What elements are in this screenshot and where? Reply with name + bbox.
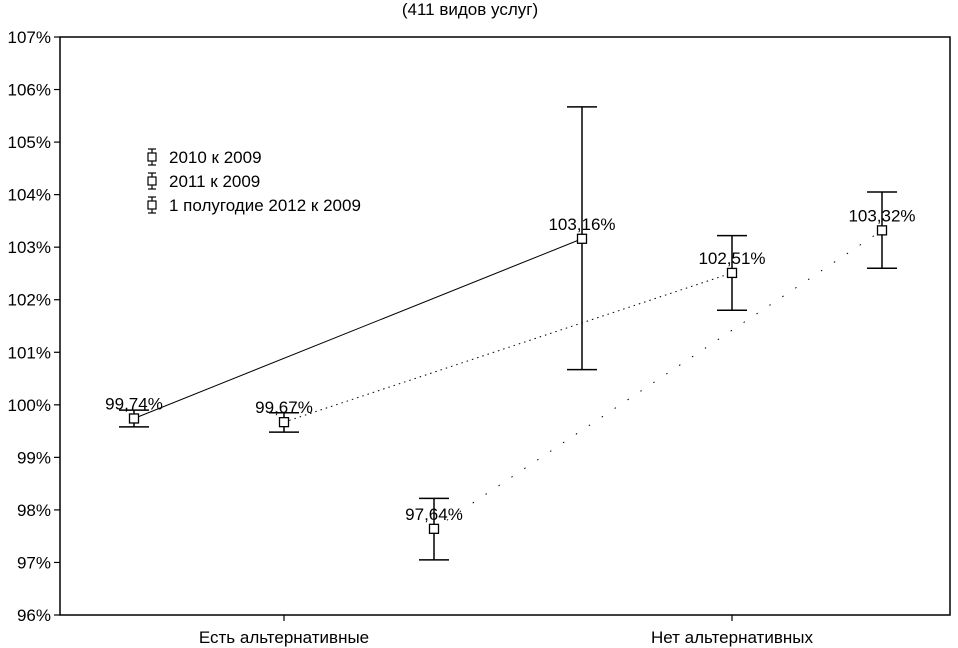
- legend-marker-icon: [147, 176, 157, 186]
- y-tick-label: 106%: [8, 81, 51, 100]
- y-tick-label: 96%: [17, 606, 51, 625]
- legend-label: 2011 к 2009: [169, 172, 260, 191]
- series-lines: [133, 229, 883, 530]
- y-tick-label: 99%: [17, 448, 51, 467]
- data-points: [128, 225, 888, 534]
- x-category-label: Нет альтернативных: [651, 628, 813, 647]
- y-tick-label: 100%: [8, 396, 51, 415]
- legend-label: 2010 к 2009: [169, 148, 262, 167]
- legend-marker-icon: [147, 152, 157, 162]
- data-point-marker: [876, 225, 888, 236]
- data-point-marker: [428, 523, 440, 534]
- legend: 2010 к 2009 2011 к 2009 1 полугодие 2012 к…: [147, 148, 361, 215]
- chart-subtitle: (411 видов услуг): [402, 0, 538, 19]
- y-tick-label: 102%: [8, 291, 51, 310]
- data-label: 102,51%: [698, 249, 765, 268]
- x-category-label: Есть альтернативные: [199, 628, 369, 647]
- data-label: 103,16%: [548, 215, 615, 234]
- y-tick-label: 104%: [8, 186, 51, 205]
- series-line: [433, 229, 883, 530]
- data-label: 99,74%: [105, 394, 163, 413]
- y-tick-label: 98%: [17, 501, 51, 520]
- legend-label: 1 полугодие 2012 к 2009: [169, 196, 361, 215]
- y-tick-label: 97%: [17, 553, 51, 572]
- y-tick-label: 103%: [8, 238, 51, 257]
- data-point-marker: [576, 233, 588, 244]
- data-point-marker: [128, 413, 140, 424]
- axes: 96% 97% 98% 99% 100% 101% 102% 103% 104% 105% 106%…: [8, 28, 951, 647]
- series-line: [133, 238, 583, 419]
- data-label: 97,64%: [405, 505, 463, 524]
- data-label: 103,32%: [848, 206, 915, 225]
- legend-marker-icon: [147, 200, 157, 210]
- plot-frame: [59, 36, 951, 616]
- y-tick-label: 107%: [8, 28, 51, 47]
- y-tick-label: 101%: [8, 343, 51, 362]
- data-point-marker: [278, 417, 290, 428]
- data-label: 99,67%: [255, 398, 313, 417]
- series-line: [283, 272, 733, 423]
- y-tick-label: 105%: [8, 133, 51, 152]
- data-point-marker: [726, 267, 738, 279]
- data-labels: 99,74% 103,16% 99,67% 102,51% 97,64% 103,32%: [105, 206, 915, 523]
